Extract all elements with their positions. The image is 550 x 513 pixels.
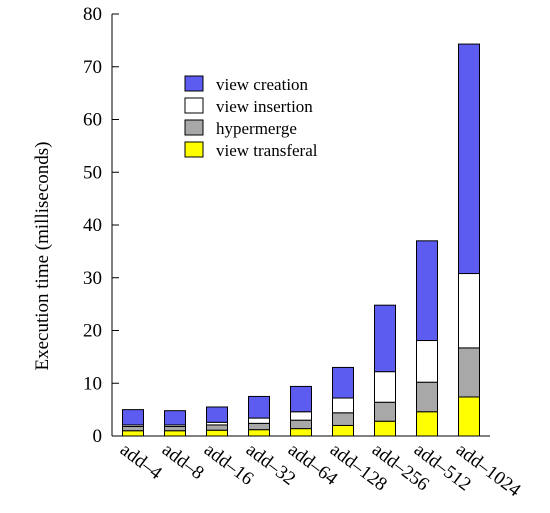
legend-swatch	[184, 119, 204, 136]
bar-segment-hypermerge	[206, 424, 228, 431]
bar-segment-view-insertion	[290, 411, 312, 421]
bar-segment-view-insertion	[332, 397, 354, 414]
legend-label: hypermerge	[216, 119, 297, 138]
bar-segment-view-transferal	[164, 430, 186, 437]
bar-segment-view-transferal	[332, 424, 354, 437]
legend-label: view creation	[216, 75, 309, 94]
y-tick-label: 10	[83, 373, 102, 394]
x-tick-label: add–4	[116, 439, 166, 484]
y-tick-label: 30	[83, 268, 102, 289]
y-tick-label: 70	[83, 57, 102, 78]
bar-segment-view-transferal	[374, 420, 396, 437]
y-tick-label: 20	[83, 321, 102, 342]
bar-segment-hypermerge	[122, 426, 144, 432]
y-axis-label: Execution time (milliseconds)	[32, 141, 53, 370]
bar-segment-view-insertion	[374, 371, 396, 403]
legend-label: view transferal	[216, 141, 318, 160]
legend-label: view insertion	[216, 97, 313, 116]
y-tick-label: 0	[93, 426, 103, 447]
bar-segment-view-creation	[206, 406, 228, 423]
legend-swatch	[184, 75, 204, 92]
legend-swatch	[184, 141, 204, 158]
bar-segment-view-insertion	[416, 340, 438, 383]
bar-segment-view-creation	[416, 240, 438, 342]
bar-segment-view-creation	[122, 409, 144, 426]
bar-segment-view-insertion	[458, 273, 480, 349]
bar-segment-hypermerge	[332, 412, 354, 426]
bar-segment-view-creation	[332, 366, 354, 399]
bar-segment-view-creation	[290, 385, 312, 413]
bar-segment-hypermerge	[416, 381, 438, 413]
x-tick-label: add–8	[158, 439, 208, 484]
bar-segment-view-transferal	[122, 430, 144, 437]
bar-segment-view-insertion	[248, 417, 270, 424]
bar-segment-view-transferal	[416, 411, 438, 437]
legend-swatch	[184, 97, 204, 114]
bar-segment-view-creation	[248, 395, 270, 419]
bar-segment-view-creation	[374, 304, 396, 373]
bars	[122, 43, 480, 437]
bar-segment-view-transferal	[248, 429, 270, 437]
y-tick-label: 80	[83, 4, 102, 25]
bar-segment-hypermerge	[164, 426, 186, 432]
bar-segment-hypermerge	[458, 347, 480, 398]
y-tick-label: 60	[83, 110, 102, 131]
bar-segment-view-transferal	[458, 396, 480, 437]
bar-segment-hypermerge	[290, 419, 312, 430]
bar-segment-view-transferal	[290, 428, 312, 437]
y-tick-label: 40	[83, 215, 102, 236]
bar-segment-view-creation	[458, 43, 480, 275]
legend: view creation view insertion hypermerge vie…	[184, 75, 318, 160]
bar-segment-hypermerge	[248, 422, 270, 431]
bar-segment-view-transferal	[206, 429, 228, 437]
bar-segment-hypermerge	[374, 401, 396, 422]
bar-segment-view-creation	[164, 410, 186, 426]
y-tick-label: 50	[83, 162, 102, 183]
